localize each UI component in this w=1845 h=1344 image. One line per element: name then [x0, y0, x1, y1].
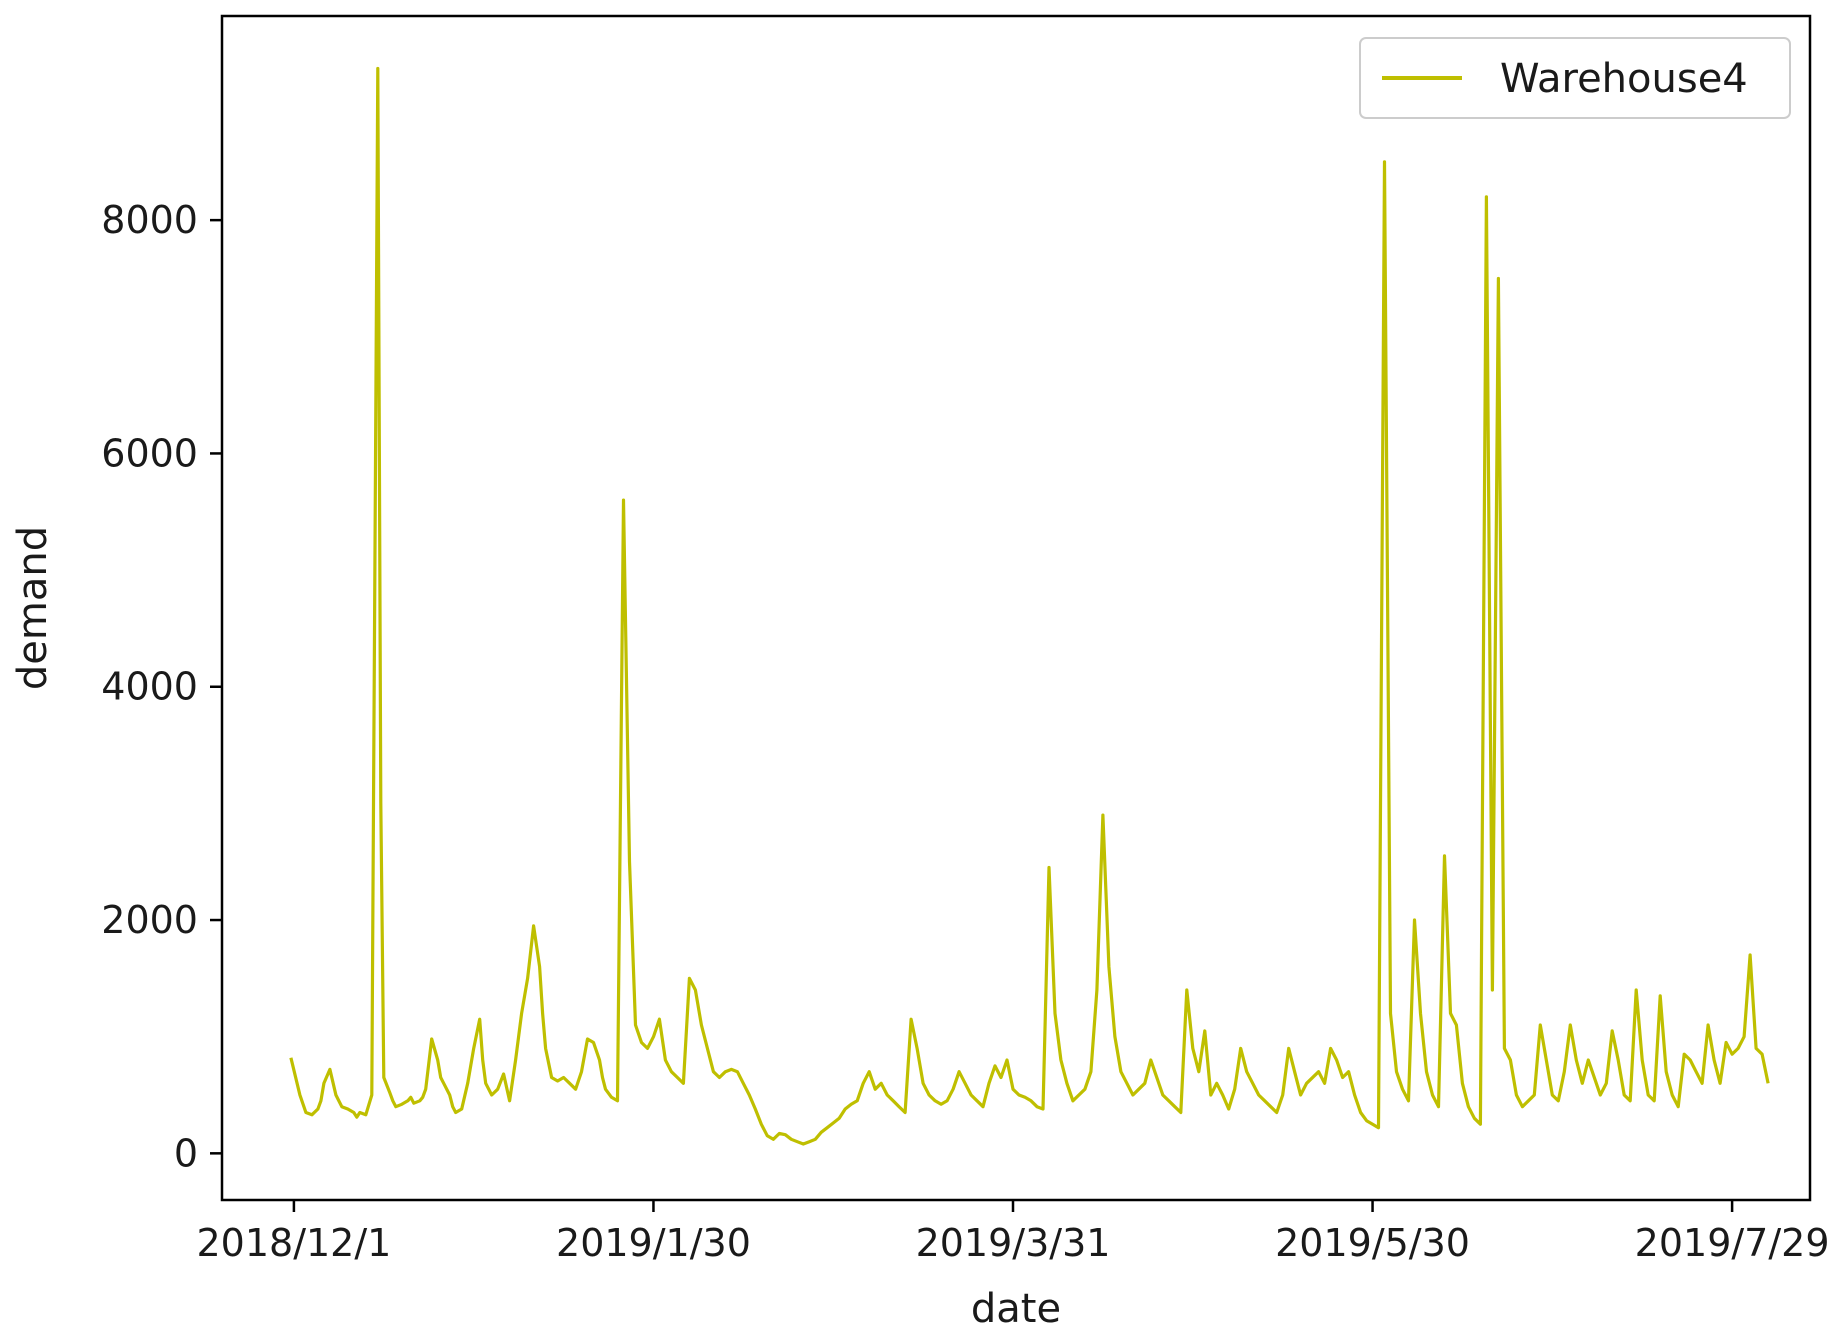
series-line-warehouse4	[289, 66, 1770, 1146]
y-tick-label: 4000	[101, 665, 198, 709]
legend: Warehouse4	[1359, 37, 1791, 119]
x-axis: 2018/12/1 2019/1/30 2019/3/31 2019/5/30 2019…	[196, 1200, 1830, 1265]
y-tick-label: 0	[174, 1131, 198, 1175]
y-tick-label: 8000	[101, 198, 198, 242]
y-tick-label: 6000	[101, 431, 198, 475]
y-tick-label: 2000	[101, 898, 198, 942]
y-axis-title: demand	[10, 526, 56, 690]
x-axis-title: date	[971, 1286, 1061, 1332]
x-tick-label: 2019/7/29	[1635, 1221, 1830, 1265]
plot-frame	[220, 14, 1812, 1202]
plot-area	[220, 14, 1812, 1202]
legend-box	[1359, 37, 1791, 119]
x-tick-label: 2018/12/1	[196, 1221, 391, 1265]
x-tick-label: 2019/3/31	[916, 1221, 1111, 1265]
y-axis: 0 2000 4000 6000 8000	[101, 198, 222, 1175]
x-tick-label: 2019/1/30	[556, 1221, 751, 1265]
legend-label-warehouse4: Warehouse4	[1500, 56, 1748, 102]
x-tick-label: 2019/5/30	[1275, 1221, 1470, 1265]
